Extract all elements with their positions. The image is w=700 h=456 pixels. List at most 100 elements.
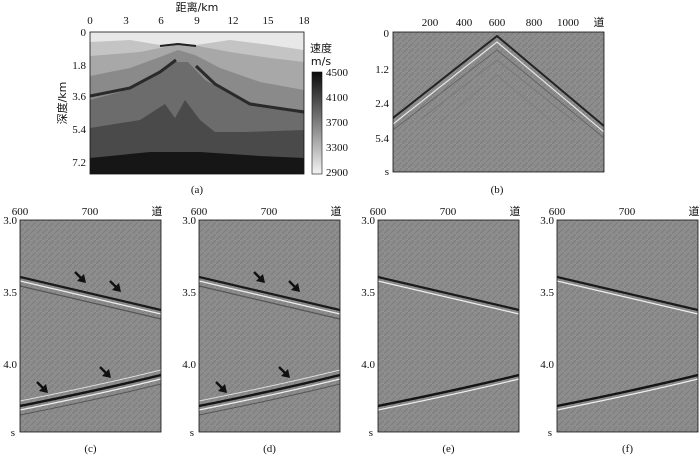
y-unit: s (548, 427, 552, 439)
y-tick: 5.4 (72, 124, 86, 136)
x-tick: 600 (549, 206, 566, 218)
seismic-image (378, 220, 519, 432)
colorbar-unit: m/s (311, 55, 331, 68)
x-tick: 12 (228, 15, 239, 27)
x-tick: 18 (299, 15, 311, 27)
colorbar-ticks: 4500 4100 3700 3300 2900 (326, 67, 349, 179)
y-unit: s (385, 166, 389, 178)
y-ticks: 0 1.2 2.4 5.4 s (375, 28, 389, 178)
y-tick: 4.0 (3, 359, 17, 371)
y-tick: 4.0 (361, 359, 375, 371)
x-tick: 600 (191, 206, 208, 218)
arrow-shaft (253, 271, 262, 280)
y-tick: 4.0 (182, 359, 196, 371)
x-tick: 0 (87, 15, 93, 27)
reflector-upper (557, 275, 698, 312)
y-tick: 3.5 (3, 287, 17, 299)
y-tick: 0 (81, 27, 87, 39)
y-axis-title: 深度/km (55, 82, 69, 125)
x-unit: 道 (152, 204, 163, 218)
velocity-model-image (90, 32, 304, 174)
y-tick: 3.0 (3, 215, 17, 227)
colorbar (311, 71, 323, 175)
arrow-shaft (36, 381, 45, 390)
x-tick: 600 (12, 206, 29, 218)
y-tick: 3.5 (540, 287, 554, 299)
colorbar-tick: 3300 (326, 142, 349, 154)
x-tick: 800 (526, 17, 543, 29)
caption: (e) (442, 443, 455, 455)
shot-gather-image (393, 32, 604, 172)
x-unit: 道 (594, 15, 605, 29)
y-tick: 3.0 (182, 215, 196, 227)
x-tick: 9 (194, 15, 200, 27)
y-tick: 2.4 (375, 98, 389, 110)
x-tick: 700 (261, 206, 278, 218)
x-unit: 道 (331, 204, 342, 218)
x-tick: 600 (489, 17, 506, 29)
y-tick: 7.2 (72, 157, 86, 169)
x-tick: 600 (370, 206, 387, 218)
seismic-image (199, 220, 340, 432)
y-tick: 3.5 (182, 287, 196, 299)
arrow-shaft (99, 366, 108, 375)
x-tick: 700 (82, 206, 99, 218)
panel-b: 200 400 600 800 1000 道 0 1.2 2.4 5.4 s (… (375, 15, 604, 196)
caption: (f) (622, 443, 633, 455)
x-unit: 道 (689, 204, 700, 218)
zoom-panel-e: 600 700 道 3.0 3.5 4.0 s (e) (361, 204, 520, 455)
y-unit: s (369, 427, 373, 439)
x-tick: 400 (456, 17, 473, 29)
x-tick: 3 (123, 15, 129, 27)
x-tick: 700 (619, 206, 636, 218)
colorbar-tick: 4500 (326, 67, 349, 79)
x-tick: 6 (158, 15, 164, 27)
y-tick: 0 (384, 28, 390, 40)
arrow-shaft (109, 280, 118, 289)
y-tick: 5.4 (375, 133, 389, 145)
zoom-panel-d: 600 700 道 3.0 3.5 4.0 s (d) (182, 204, 341, 455)
y-tick: 3.5 (361, 287, 375, 299)
y-tick: 1.2 (375, 64, 389, 76)
reflector-upper (199, 275, 340, 312)
reflector-lower (557, 373, 698, 408)
caption-a: (a) (191, 184, 204, 196)
y-unit: s (190, 427, 194, 439)
y-ticks: 0 1.8 3.6 5.4 7.2 (72, 27, 86, 169)
x-axis-title: 距离/km (176, 0, 219, 14)
colorbar-tick: 4100 (326, 92, 349, 104)
y-tick: 3.6 (72, 91, 86, 103)
colorbar-tick: 3700 (326, 117, 349, 129)
caption: (d) (263, 443, 276, 455)
y-tick: 1.8 (72, 60, 86, 72)
caption: (c) (84, 443, 97, 455)
caption-b: (b) (491, 184, 504, 196)
y-tick: 3.0 (540, 215, 554, 227)
reflector-lower (20, 373, 161, 408)
panel-a: 距离/km 0 3 6 9 12 15 18 0 1.8 3.6 5.4 7.2… (55, 0, 349, 196)
y-tick: 3.0 (361, 215, 375, 227)
reflector-lower (378, 373, 519, 408)
seismic-image (557, 220, 698, 432)
x-tick: 700 (440, 206, 457, 218)
x-ticks: 0 3 6 9 12 15 18 (87, 15, 310, 27)
seismic-image (20, 220, 161, 432)
x-tick: 15 (263, 15, 275, 27)
colorbar-title: 速度 (310, 41, 332, 55)
zoom-panels: 600 700 道 3.0 3.5 4.0 s (c) 600 700 道 3.0 3.5 4.0 s (d)… (3, 204, 699, 455)
reflector-upper (378, 275, 519, 312)
x-tick: 1000 (557, 17, 580, 29)
arrow-markers (215, 271, 300, 393)
reflector-upper (20, 275, 161, 312)
x-tick: 200 (422, 17, 439, 29)
arrow-shaft (278, 366, 287, 375)
zoom-panel-f: 600 700 道 3.0 3.5 4.0 s (f) (540, 204, 699, 455)
x-ticks: 200 400 600 800 1000 道 (422, 15, 605, 29)
colorbar-tick: 2900 (326, 167, 349, 179)
y-tick: 4.0 (540, 359, 554, 371)
zoom-panel-c: 600 700 道 3.0 3.5 4.0 s (c) (3, 204, 162, 455)
y-unit: s (11, 427, 15, 439)
arrow-markers (36, 271, 121, 393)
arrow-shaft (215, 381, 224, 390)
